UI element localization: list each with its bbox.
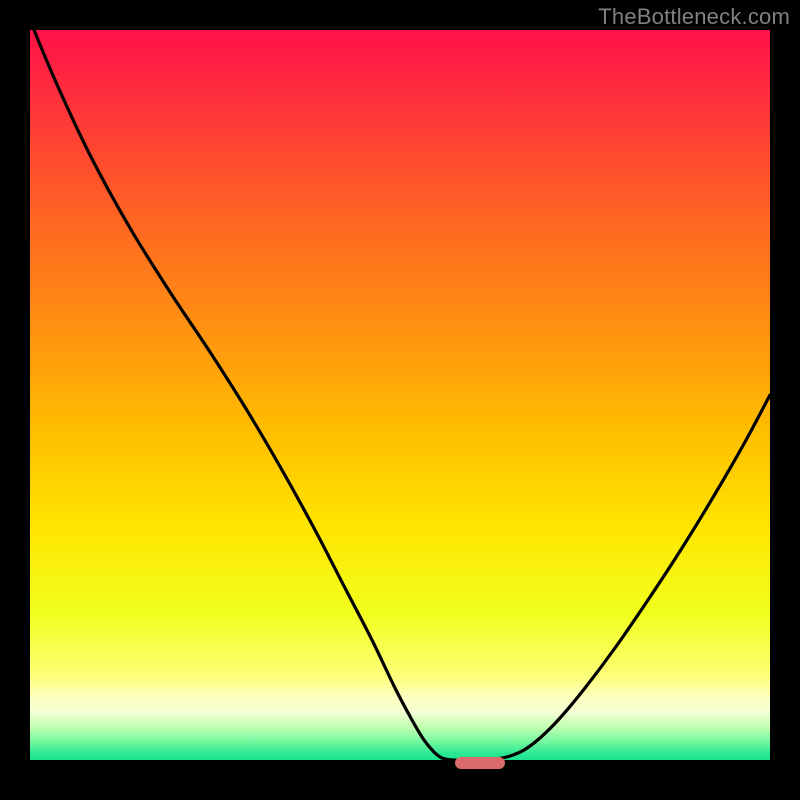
optimal-marker xyxy=(455,757,505,769)
plot-background xyxy=(30,30,770,760)
bottleneck-chart xyxy=(0,0,800,800)
chart-container: TheBottleneck.com xyxy=(0,0,800,800)
watermark-label: TheBottleneck.com xyxy=(598,4,790,30)
